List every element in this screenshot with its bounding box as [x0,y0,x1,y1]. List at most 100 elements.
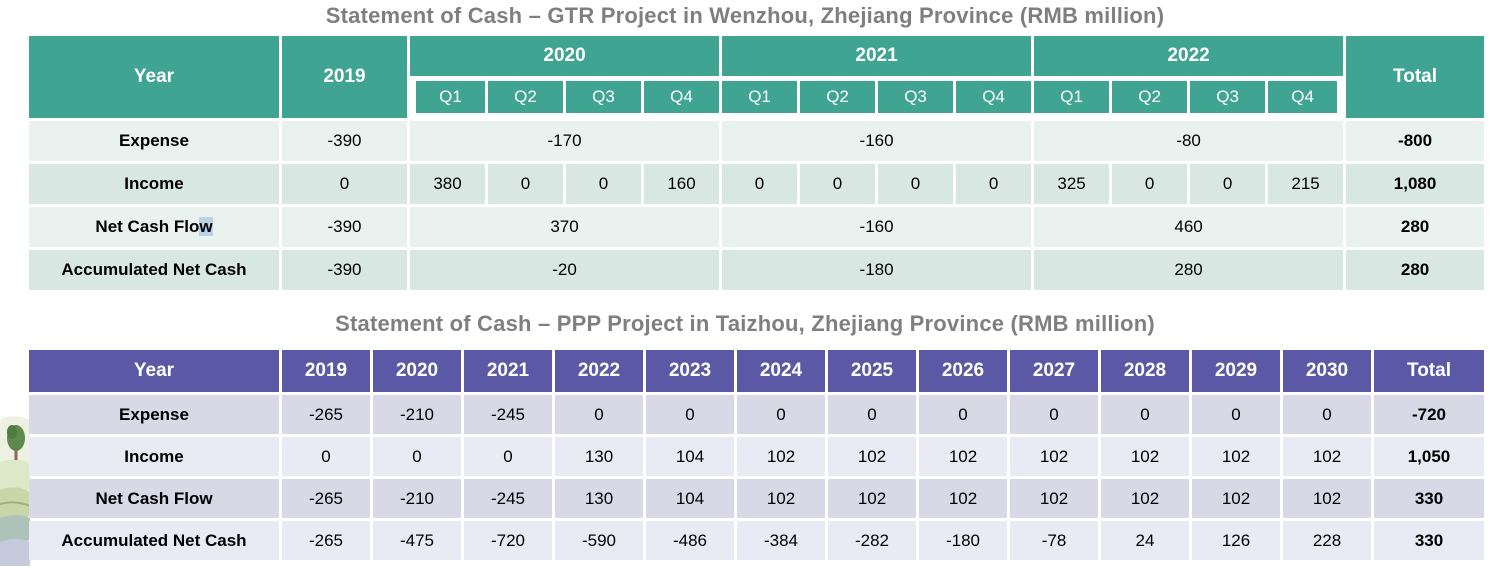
column-header-2022: 2022 [555,350,643,392]
column-header-2024: 2024 [737,350,825,392]
table-cell: 0 [1283,395,1371,434]
year-column-header: Year [29,36,279,118]
table-cell: 215 [1268,164,1344,204]
quarter-header: Q4 [956,79,1032,118]
label-text: Net Cash Flo [95,217,200,236]
gtr-row-income: Income 0 380 0 0 160 0 0 0 0 325 0 0 215… [29,164,1484,204]
quarter-header: Q3 [1190,79,1266,118]
table-cell: 160 [644,164,720,204]
ppp-row-expense: Expense -265 -210 -245 0 0 0 0 0 0 0 0 0… [29,395,1484,434]
column-header-2021: 2021 [464,350,552,392]
gtr-row-expense: Expense -390 -170 -160 -80 -800 [29,121,1484,161]
table-cell-merged: 460 [1034,207,1344,247]
table-cell: -475 [373,521,461,560]
table-cell: 104 [646,479,734,518]
table-cell: 102 [737,437,825,476]
gtr-row-accumulated-net-cash: Accumulated Net Cash -390 -20 -180 280 2… [29,250,1484,290]
table-cell: 0 [919,395,1007,434]
table-cell-merged: -160 [722,121,1032,161]
quarter-header: Q4 [644,79,720,118]
table-cell: 24 [1101,521,1189,560]
table-cell: -265 [282,521,370,560]
table-cell: -210 [373,395,461,434]
table-cell: 102 [828,437,916,476]
column-header-2025: 2025 [828,350,916,392]
quarter-header: Q2 [800,79,876,118]
row-label-accumulated-net-cash: Accumulated Net Cash [29,250,279,290]
table-cell: 0 [956,164,1032,204]
gtr-header-row-years: Year 2019 2020 2021 2022 Total [29,36,1484,118]
table-cell: -720 [464,521,552,560]
table-cell-total: 330 [1374,479,1484,518]
column-header-2020: 2020 [373,350,461,392]
table-cell: 102 [1101,437,1189,476]
table-cell: 0 [488,164,563,204]
table-cell: 102 [828,479,916,518]
table-cell: 102 [1283,479,1371,518]
table-cell: -245 [464,395,552,434]
table-cell: 0 [737,395,825,434]
table-cell-total: -720 [1374,395,1484,434]
row-label-expense: Expense [29,395,279,434]
table-cell: -265 [282,395,370,434]
table-cell: 0 [373,437,461,476]
table-cell: -210 [373,479,461,518]
table-cell: 102 [1101,479,1189,518]
quarter-header: Q1 [410,79,485,118]
quarter-header: Q3 [878,79,954,118]
table-cell-merged: -20 [410,250,720,290]
total-column-header: Total [1374,350,1484,392]
table-cell-merged: 280 [1034,250,1344,290]
gtr-header-row-quarters: Q1 Q2 Q3 Q4 Q1 Q2 Q3 Q4 Q1 Q2 Q3 Q4 [29,79,1484,118]
ppp-cash-table: Year 2019 2020 2021 2022 2023 2024 2025 … [26,347,1487,563]
table-cell: 0 [1112,164,1188,204]
quarter-header: Q4 [1268,79,1344,118]
column-header-2028: 2028 [1101,350,1189,392]
table-cell: 228 [1283,521,1371,560]
table-cell-total: 330 [1374,521,1484,560]
table-cell: 102 [1283,437,1371,476]
table-cell: -180 [919,521,1007,560]
gtr-cash-table: Year 2019 2020 2021 2022 Total Q1 Q2 Q3 … [26,33,1487,293]
table-cell: 0 [282,437,370,476]
table-cell-merged: -180 [722,250,1032,290]
table-cell-total: 280 [1346,250,1484,290]
table-cell: 0 [566,164,641,204]
table-cell: -390 [282,207,407,247]
table-cell: 0 [282,164,407,204]
table-cell: 130 [555,437,643,476]
column-header-2019: 2019 [282,36,407,118]
table-cell: 102 [1010,479,1098,518]
table-cell: -78 [1010,521,1098,560]
table-cell: 102 [737,479,825,518]
table-cell: 0 [555,395,643,434]
table-cell: -590 [555,521,643,560]
table-cell: -245 [464,479,552,518]
quarter-header: Q1 [1034,79,1110,118]
ppp-header-row: Year 2019 2020 2021 2022 2023 2024 2025 … [29,350,1484,392]
table-cell-total: 280 [1346,207,1484,247]
ppp-table-title: Statement of Cash – PPP Project in Taizh… [335,311,1155,336]
table-cell: 0 [1101,395,1189,434]
column-header-2019: 2019 [282,350,370,392]
row-label-income: Income [29,164,279,204]
table-cell: -282 [828,521,916,560]
quarter-header: Q3 [566,79,641,118]
table-cell-total: 1,080 [1346,164,1484,204]
table-cell: 0 [1190,164,1266,204]
table-cell-merged: -80 [1034,121,1344,161]
total-column-header: Total [1346,36,1484,118]
quarter-header: Q2 [1112,79,1188,118]
table-cell: -265 [282,479,370,518]
table-cell-merged: -160 [722,207,1032,247]
table-cell: 102 [919,479,1007,518]
table-cell: 126 [1192,521,1280,560]
table-cell-merged: 370 [410,207,720,247]
table-cell: -384 [737,521,825,560]
column-header-2023: 2023 [646,350,734,392]
table-cell: -390 [282,121,407,161]
table-cell-merged: -170 [410,121,720,161]
table-cell: -390 [282,250,407,290]
row-label-net-cash-flow: Net Cash Flow [29,479,279,518]
quarter-header: Q1 [722,79,798,118]
